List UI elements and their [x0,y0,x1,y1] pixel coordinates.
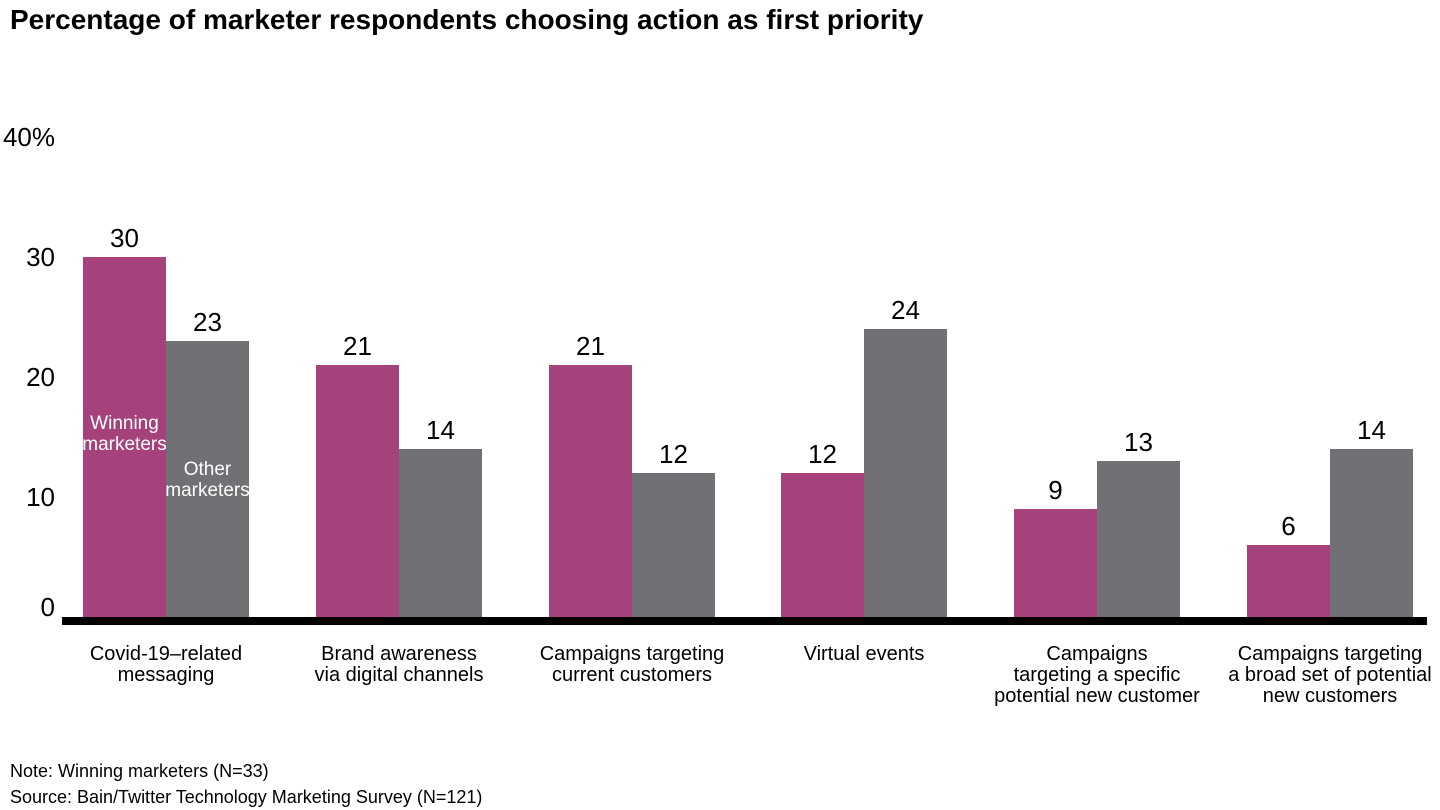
bar-winning-marketers [549,365,632,617]
y-tick-label: 0 [40,592,55,622]
bar-value-label: 14 [1357,415,1386,445]
bar-winning-marketers [1014,509,1097,617]
bar-value-label: 30 [110,223,139,253]
bar-winning-marketers [316,365,399,617]
y-tick-label: 30 [26,242,55,272]
chart-footnotes: Note: Winning marketers (N=33) Source: B… [10,758,482,810]
bar-value-label: 13 [1124,427,1153,457]
bar-value-label: 21 [343,331,372,361]
bar-other-marketers [1097,461,1180,617]
bar-value-label: 12 [659,439,688,469]
bar-value-label: 23 [193,307,222,337]
bar-other-marketers [1330,449,1413,617]
chart-title: Percentage of marketer respondents choos… [10,4,924,35]
bar-winning-marketers [781,473,864,617]
bar-other-marketers [166,341,249,617]
series-label-other-marketers: Other marketers [165,459,250,501]
category-label: Virtual events [803,643,925,665]
y-tick-label: 10 [26,482,55,512]
bar-other-marketers [632,473,715,617]
source-text: Source: Bain/Twitter Technology Marketin… [10,787,483,807]
category-label: Campaigns targeting a broad set of poten… [1228,643,1432,707]
note-text: Note: Winning marketers (N=33) [10,761,269,781]
bar-other-marketers [399,449,482,617]
bar-value-label: 9 [1048,475,1063,505]
bar-value-label: 21 [576,331,605,361]
bar-other-marketers [864,329,947,617]
category-label: Brand awareness via digital channels [314,643,484,686]
category-label: Campaigns targeting current customers [539,643,725,686]
category-label: Campaigns targeting a specific potential… [994,643,1200,707]
bar-winning-marketers [83,257,166,617]
bar-value-label: 24 [891,295,920,325]
y-tick-label: 20 [26,362,55,392]
x-axis-line [62,617,1427,625]
bar-value-label: 12 [808,439,837,469]
bar-winning-marketers [1247,545,1330,617]
bar-value-label: 6 [1281,511,1296,541]
series-label-winning-marketers: Winning marketers [82,413,167,455]
y-tick-label: 40% [2,122,55,152]
category-label: Covid-19–related messaging [89,643,243,686]
bar-value-label: 14 [426,415,455,445]
